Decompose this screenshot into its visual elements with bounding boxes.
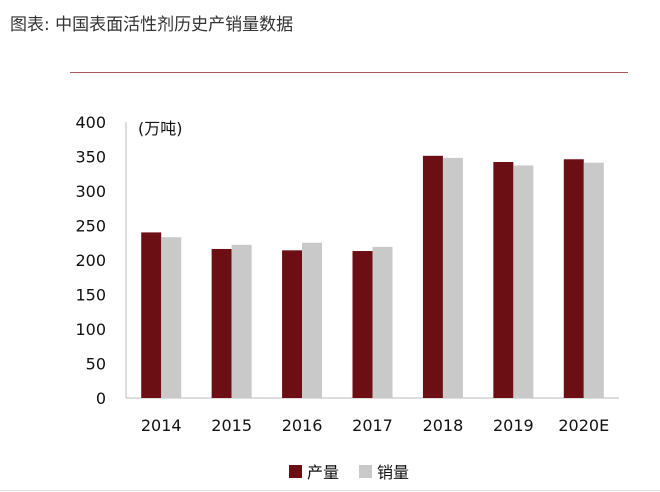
y-tick-label: 0 xyxy=(96,389,106,408)
bar-sales xyxy=(231,244,252,398)
bar-sales xyxy=(161,237,182,398)
x-tick-label: 2020E xyxy=(558,416,609,435)
bar-production xyxy=(141,232,162,398)
y-tick-label: 150 xyxy=(75,286,106,305)
legend: 产量 销量 xyxy=(289,463,409,482)
legend-label: 产量 xyxy=(307,463,339,482)
y-tick-label: 400 xyxy=(75,113,106,132)
x-tick-label: 2017 xyxy=(352,416,393,435)
x-tick-label: 2018 xyxy=(423,416,464,435)
y-tick-label: 100 xyxy=(75,320,106,339)
bar-production xyxy=(563,159,584,398)
bar-sales xyxy=(302,242,323,398)
y-tick-label: 350 xyxy=(75,148,106,167)
bottom-divider xyxy=(0,490,660,491)
unit-label: (万吨) xyxy=(138,119,183,138)
legend-label: 销量 xyxy=(377,463,409,482)
bar-production xyxy=(352,251,373,398)
legend-swatch xyxy=(359,465,372,478)
x-tick-label: 2015 xyxy=(211,416,252,435)
bar-production xyxy=(493,162,514,398)
bar-sales xyxy=(372,246,393,398)
bar-sales xyxy=(513,165,534,398)
figure-caption: 图表: 中国表面活性剂历史产销量数据 xyxy=(10,15,294,35)
bar-production xyxy=(211,248,232,398)
header-divider xyxy=(70,72,628,73)
bar-production xyxy=(282,250,303,398)
y-tick-label: 250 xyxy=(75,217,106,236)
legend-swatch xyxy=(289,465,302,478)
x-axis-ticks: 2014 2015 2016 2017 2018 2019 2020E xyxy=(141,416,609,435)
bar-sales xyxy=(442,157,463,398)
y-tick-label: 200 xyxy=(75,251,106,270)
x-tick-label: 2016 xyxy=(282,416,323,435)
y-tick-label: 300 xyxy=(75,182,106,201)
bar-sales xyxy=(583,162,604,398)
bars-group xyxy=(141,155,604,398)
y-tick-label: 50 xyxy=(86,355,106,374)
x-tick-label: 2019 xyxy=(493,416,534,435)
y-axis-ticks: 0 50 100 150 200 250 300 350 400 xyxy=(75,113,106,408)
bar-production xyxy=(422,155,443,398)
x-tick-label: 2014 xyxy=(141,416,182,435)
